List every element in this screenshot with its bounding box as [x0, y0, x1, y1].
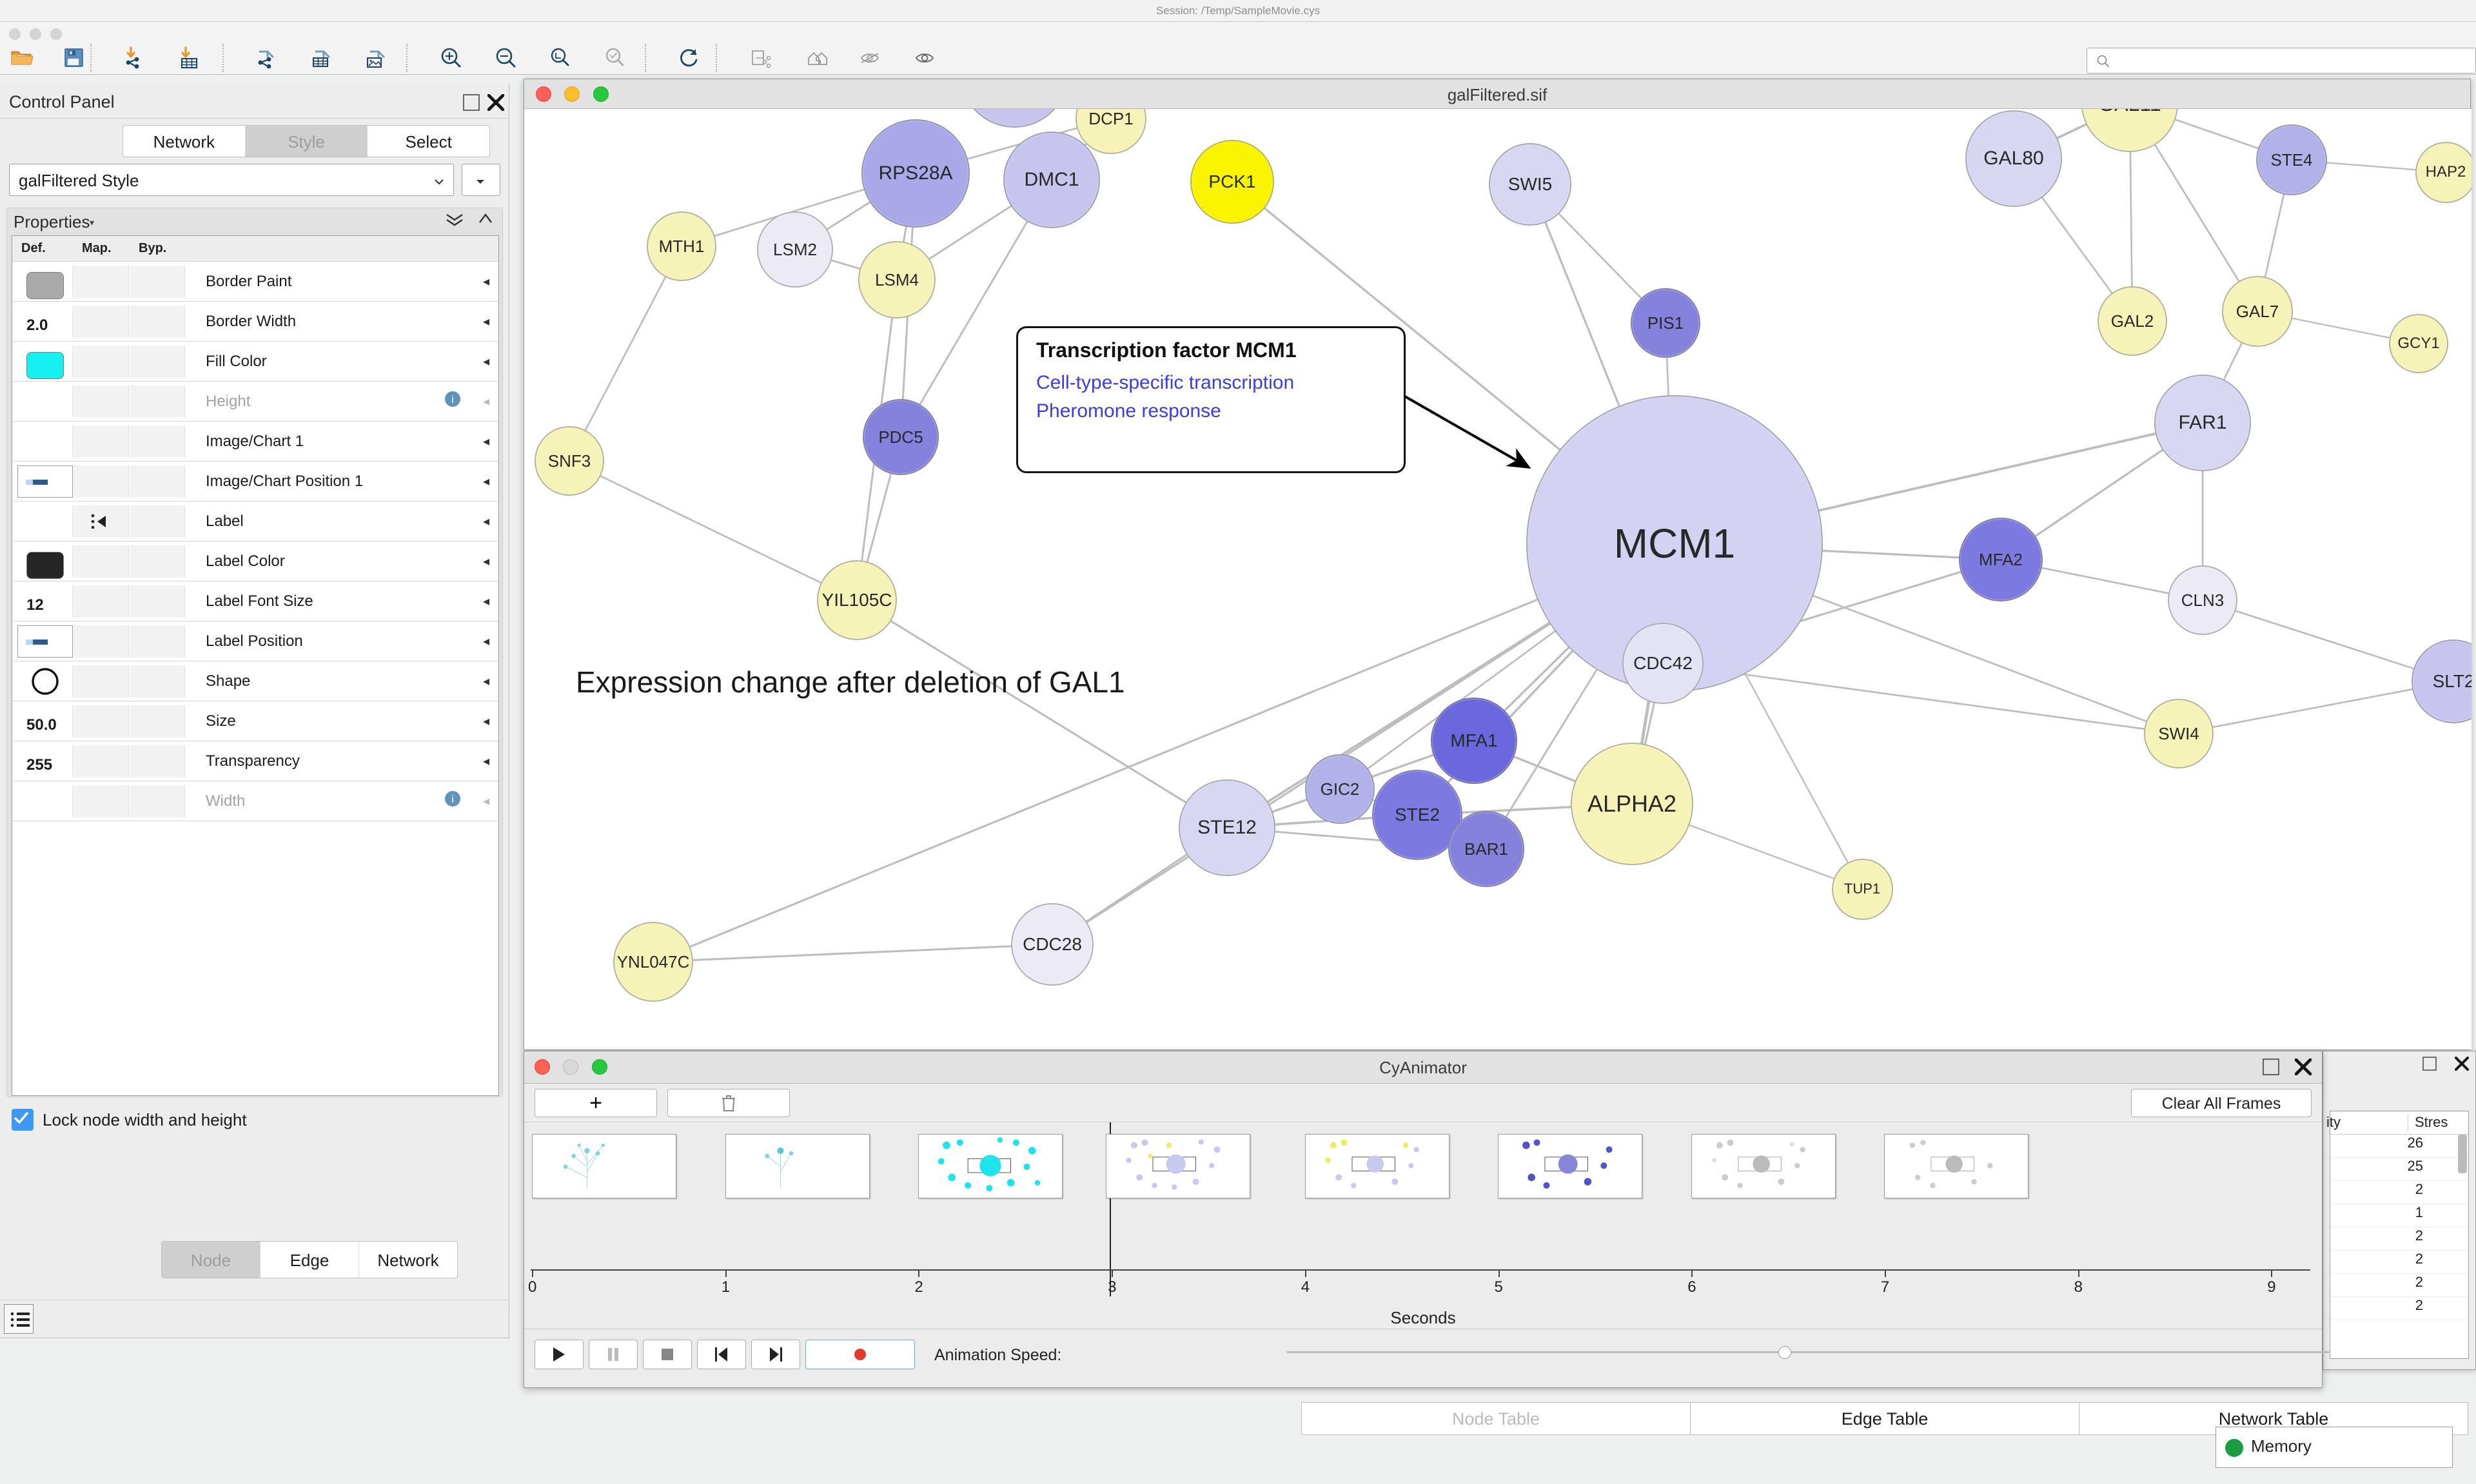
svg-text:i: i [451, 395, 454, 405]
svg-text:i: i [451, 794, 454, 805]
